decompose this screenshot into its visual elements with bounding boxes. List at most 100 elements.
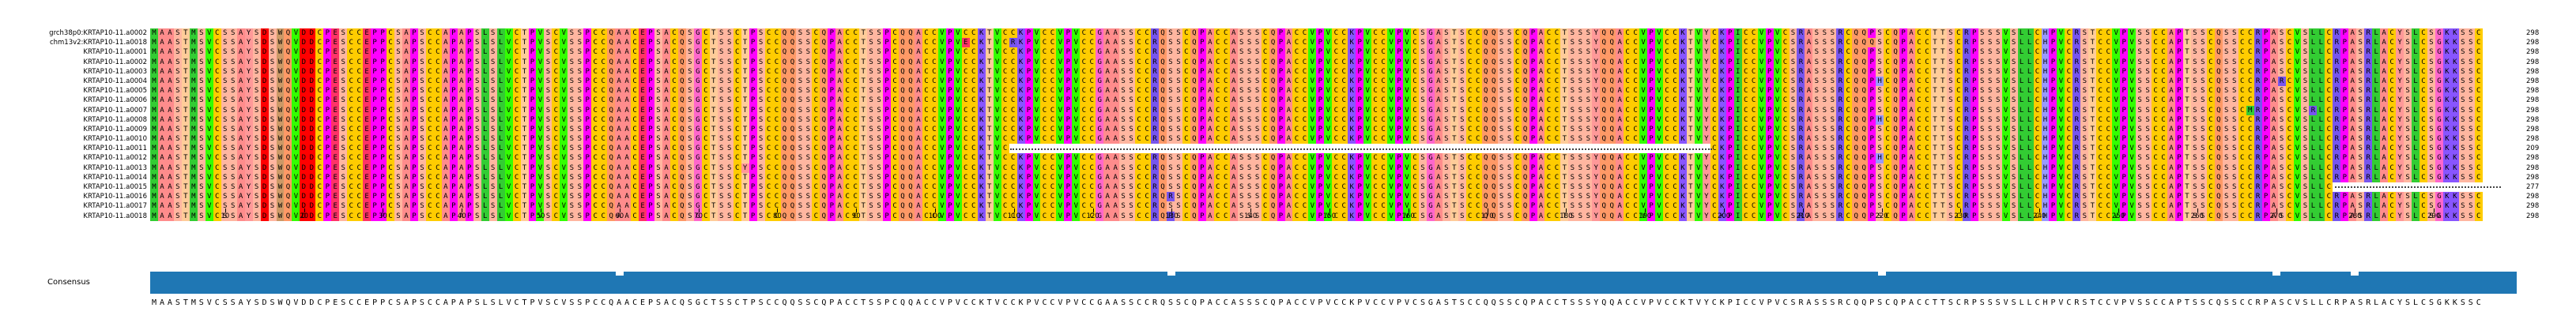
residue-cell: T	[859, 47, 868, 58]
residue-cell: A	[1434, 38, 1443, 48]
residue-cell: G	[693, 66, 702, 77]
residue-cell: C	[1844, 96, 1853, 106]
residue-cell: S	[568, 105, 576, 115]
residue-cell: S	[1576, 105, 1585, 115]
residue-cell: C	[1182, 124, 1190, 135]
residue-cell: C	[851, 57, 860, 67]
residue-cell: P	[371, 47, 379, 58]
residue-cell: C	[1371, 134, 1380, 144]
residue-cell: C	[701, 38, 710, 48]
residue-cell: C	[1340, 66, 1348, 77]
residue-cell: A	[236, 28, 245, 39]
residue-cell: K	[1016, 114, 1025, 125]
residue-cell: P	[323, 76, 332, 87]
residue-cell: V	[1363, 153, 1372, 163]
residue-cell: C	[1411, 172, 1419, 182]
residue-cell: A	[165, 57, 174, 67]
residue-cell: S	[1237, 57, 1246, 67]
residue-cell: A	[2380, 66, 2389, 77]
residue-cell: T	[709, 28, 718, 39]
residue-cell: Q	[607, 57, 616, 67]
residue-cell: C	[1552, 28, 1561, 39]
residue-cell: C	[2285, 144, 2294, 154]
residue-cell: C	[387, 144, 395, 154]
residue-cell: S	[228, 96, 237, 106]
residue-cell: C	[2152, 105, 2160, 115]
residue-cell: S	[228, 172, 237, 182]
residue-cell: Q	[1489, 28, 1498, 39]
residue-cell: P	[828, 153, 836, 163]
residue-cell: C	[1473, 86, 1482, 96]
residue-cell: S	[725, 144, 734, 154]
residue-cell: T	[2088, 144, 2097, 154]
residue-cell: V	[2293, 144, 2302, 154]
residue-cell: C	[1261, 57, 1269, 67]
residue-cell: V	[292, 66, 300, 77]
residue-cell: A	[1805, 144, 1813, 154]
residue-cell: V	[2057, 124, 2065, 135]
residue-cell: A	[623, 114, 632, 125]
residue-cell: S	[1789, 47, 1797, 58]
residue-cell: P	[379, 86, 387, 96]
residue-cell: P	[409, 86, 418, 96]
residue-cell: T	[709, 144, 718, 154]
residue-cell: T	[859, 76, 868, 87]
residue-cell: R	[1797, 124, 1805, 135]
residue-cell: P	[1647, 38, 1656, 48]
residue-cell: C	[2388, 76, 2397, 87]
residue-cell: C	[669, 38, 678, 48]
residue-cell: S	[252, 182, 261, 193]
residue-cell: S	[685, 153, 694, 163]
residue-cell: Y	[1592, 134, 1601, 144]
residue-cell: P	[583, 134, 592, 144]
residue-cell: T	[741, 114, 749, 125]
residue-cell: S	[1505, 182, 1514, 193]
residue-cell: C	[2152, 86, 2160, 96]
residue-cell: T	[2182, 114, 2191, 125]
residue-cell: C	[930, 153, 938, 163]
residue-cell: P	[528, 134, 537, 144]
residue-cell: C	[669, 96, 678, 106]
residue-cell: C	[1088, 172, 1096, 182]
residue-cell: L	[2309, 86, 2318, 96]
residue-cell: A	[236, 124, 245, 135]
residue-cell: C	[591, 28, 600, 39]
residue-cell: S	[2080, 76, 2089, 87]
residue-cell: C	[512, 66, 521, 77]
residue-cell: C	[2238, 134, 2246, 144]
residue-cell: Q	[1891, 134, 1900, 144]
residue-cell: Q	[899, 153, 907, 163]
residue-cell: Q	[1190, 124, 1198, 135]
residue-cell: C	[1040, 163, 1049, 173]
residue-cell: S	[685, 38, 694, 48]
residue-cell: C	[1552, 105, 1561, 115]
residue-cell: C	[2419, 66, 2427, 77]
residue-cell: C	[1749, 163, 1758, 173]
residue-cell: S	[1828, 153, 1837, 163]
residue-cell: V	[953, 28, 962, 39]
residue-cell: L	[2025, 124, 2034, 135]
residue-cell: Q	[780, 144, 789, 154]
residue-cell: Q	[677, 172, 686, 182]
residue-cell: P	[2261, 76, 2270, 87]
residue-cell: V	[205, 153, 213, 163]
residue-cell: C	[701, 86, 710, 96]
residue-cell: S	[2301, 144, 2310, 154]
residue-cell: W	[276, 163, 285, 173]
residue-cell: P	[749, 182, 757, 193]
residue-cell: S	[575, 163, 584, 173]
residue-cell: V	[560, 153, 568, 163]
residue-cell: S	[1876, 86, 1884, 96]
residue-cell: S	[2404, 96, 2412, 106]
residue-cell: S	[1789, 105, 1797, 115]
residue-cell: C	[1922, 47, 1931, 58]
residue-cell: V	[1363, 57, 1372, 67]
residue-cell: A	[1616, 47, 1624, 58]
residue-cell: S	[654, 114, 662, 125]
residue-cell: T	[181, 76, 190, 87]
residue-cell: C	[512, 28, 521, 39]
residue-cell: C	[1922, 163, 1931, 173]
residue-cell: P	[1647, 28, 1656, 39]
residue-cell: A	[1284, 105, 1293, 115]
residue-cell: C	[1884, 76, 1892, 87]
